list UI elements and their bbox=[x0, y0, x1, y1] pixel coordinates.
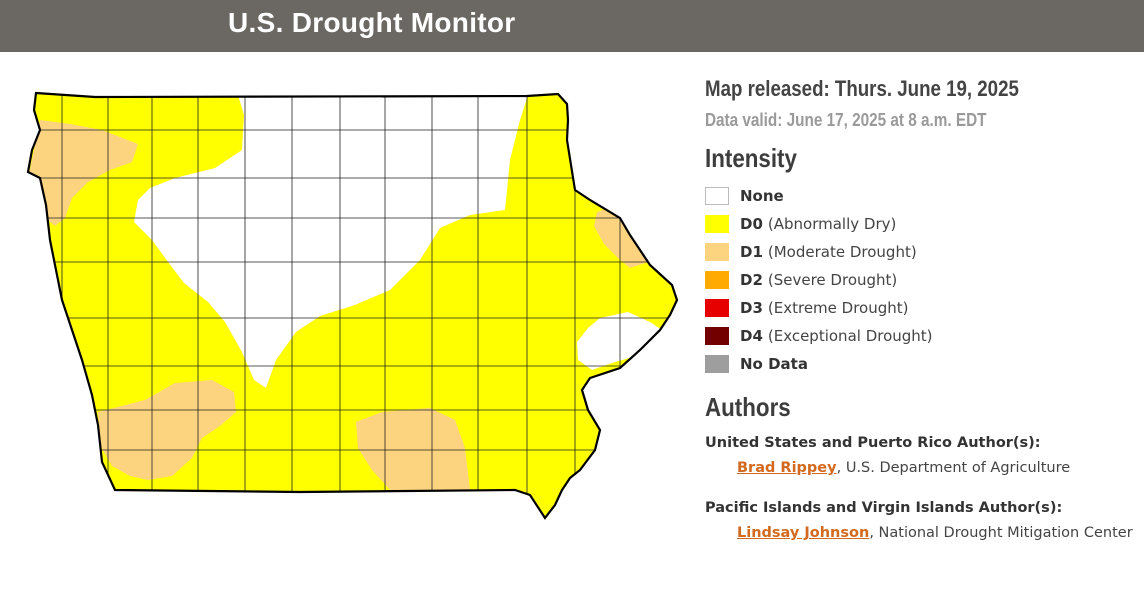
author-line: Lindsay Johnson, National Drought Mitiga… bbox=[737, 525, 1140, 541]
legend-code: D3 bbox=[740, 299, 763, 317]
d1-area-southwest bbox=[98, 380, 236, 480]
map-released-date: Map released: Thurs. June 19, 2025 bbox=[705, 76, 1019, 101]
data-valid-date: Data valid: June 17, 2025 at 8 a.m. EDT bbox=[705, 110, 987, 130]
legend-swatch-d2 bbox=[705, 271, 729, 289]
author-link-brad-rippey[interactable]: Brad Rippey bbox=[737, 460, 837, 476]
intensity-heading: Intensity bbox=[705, 143, 797, 173]
legend-swatch-d4 bbox=[705, 327, 729, 345]
legend-desc: (Abnormally Dry) bbox=[767, 215, 897, 233]
legend-item-d0: D0 (Abnormally Dry) bbox=[705, 210, 1140, 238]
legend-item-d3: D3 (Extreme Drought) bbox=[705, 294, 1140, 322]
legend-swatch-none bbox=[705, 187, 729, 205]
legend-swatch-d1 bbox=[705, 243, 729, 261]
legend-code: None bbox=[740, 187, 784, 205]
author-org: , National Drought Mitigation Center bbox=[869, 525, 1133, 541]
legend-code: D2 bbox=[740, 271, 763, 289]
legend-item-d2: D2 (Severe Drought) bbox=[705, 266, 1140, 294]
legend-item-d1: D1 (Moderate Drought) bbox=[705, 238, 1140, 266]
legend-desc: (Moderate Drought) bbox=[767, 243, 917, 261]
header-title: U.S. Drought Monitor bbox=[228, 7, 516, 38]
author-group-title: Pacific Islands and Virgin Islands Autho… bbox=[705, 500, 1063, 516]
author-group-us: United States and Puerto Rico Author(s):… bbox=[705, 435, 1140, 476]
legend-code: D0 bbox=[740, 215, 763, 233]
info-panel: Map released: Thurs. June 19, 2025 Data … bbox=[705, 76, 1140, 541]
legend-swatch-d3 bbox=[705, 299, 729, 317]
legend-code: D4 bbox=[740, 327, 763, 345]
legend-desc: (Severe Drought) bbox=[767, 271, 898, 289]
legend-item-none: None bbox=[705, 182, 1140, 210]
legend-item-d4: D4 (Exceptional Drought) bbox=[705, 322, 1140, 350]
header-bar: U.S. Drought Monitor bbox=[0, 0, 1144, 52]
author-line: Brad Rippey, U.S. Department of Agricult… bbox=[737, 460, 1140, 476]
legend-code: No Data bbox=[740, 355, 808, 373]
drought-map bbox=[26, 91, 679, 520]
d1-area-northeast bbox=[594, 207, 648, 268]
legend-desc: (Exceptional Drought) bbox=[767, 327, 933, 345]
intensity-legend: None D0 (Abnormally Dry) D1 (Moderate Dr… bbox=[705, 182, 1140, 378]
iowa-outline bbox=[26, 91, 679, 520]
legend-swatch-d0 bbox=[705, 215, 729, 233]
drought-layers bbox=[28, 93, 677, 518]
legend-desc: (Extreme Drought) bbox=[767, 299, 909, 317]
legend-swatch-no-data bbox=[705, 355, 729, 373]
author-group-pacific: Pacific Islands and Virgin Islands Autho… bbox=[705, 500, 1140, 541]
author-org: , U.S. Department of Agriculture bbox=[836, 460, 1071, 476]
none-area-north bbox=[134, 95, 528, 388]
legend-code: D1 bbox=[740, 243, 763, 261]
none-area-east bbox=[577, 312, 662, 370]
d1-area-northwest bbox=[28, 120, 138, 226]
author-group-title: United States and Puerto Rico Author(s): bbox=[705, 435, 1041, 451]
author-link-lindsay-johnson[interactable]: Lindsay Johnson bbox=[737, 525, 870, 541]
authors-heading: Authors bbox=[705, 392, 791, 422]
legend-item-no-data: No Data bbox=[705, 350, 1140, 378]
